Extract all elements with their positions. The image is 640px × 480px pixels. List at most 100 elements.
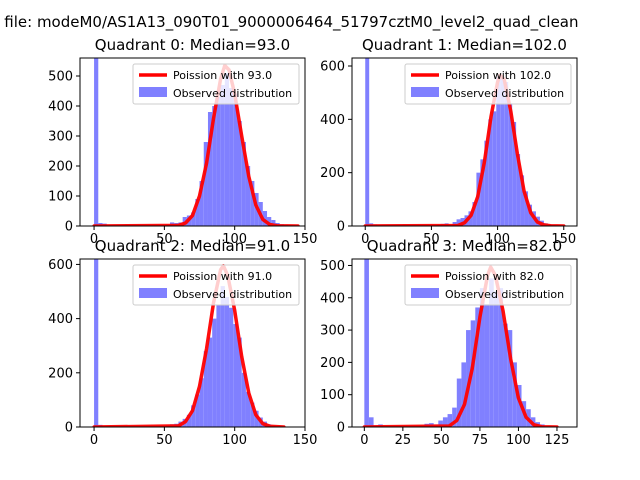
histogram-bar — [203, 142, 208, 226]
histogram-bar — [267, 217, 272, 226]
histogram-bar — [191, 212, 196, 226]
x-tick-label: 100 — [506, 433, 531, 448]
y-tick-label: 600 — [320, 60, 345, 75]
histogram-bar — [229, 88, 234, 226]
axes-frame — [79, 258, 306, 428]
y-tick-label: 100 — [320, 388, 345, 403]
plot-area — [363, 58, 566, 226]
plot-area — [362, 259, 559, 427]
histogram-bar — [484, 304, 490, 427]
histogram-bar — [516, 385, 522, 427]
histogram-bar — [195, 199, 200, 226]
y-tick-label: 100 — [48, 190, 73, 205]
legend-line-label: Poission with 91.0 — [173, 270, 272, 283]
histogram-bar — [195, 394, 200, 427]
y-tick-label: 300 — [48, 130, 73, 145]
histogram-bar — [493, 291, 499, 427]
histogram-bar — [512, 362, 517, 427]
histogram-bar — [220, 286, 225, 427]
histogram-bar — [503, 323, 508, 427]
quadrant-0-chart: 0 50 100 150 0 100 200 300 400 500 Quadrant 0: Med… — [48, 36, 317, 247]
y-tick-label: 0 — [337, 421, 345, 436]
histogram-bar — [470, 320, 476, 427]
histogram-bar — [524, 191, 529, 226]
legend-bar-swatch — [139, 288, 167, 298]
axes-frame — [351, 57, 578, 227]
histogram-bar — [442, 417, 448, 427]
y-tick-label: 0 — [65, 220, 73, 235]
histogram-bar — [365, 58, 370, 226]
y-tick-label: 200 — [48, 366, 73, 381]
x-tick-label: 150 — [551, 232, 576, 247]
histogram-bar — [212, 106, 217, 226]
histogram-bar — [475, 307, 480, 427]
histogram-bar — [203, 351, 208, 427]
legend-line-label: Poission with 82.0 — [445, 270, 544, 283]
histogram-bar — [488, 119, 493, 226]
x-tick-label: 0 — [361, 232, 369, 247]
x-tick-label: 0 — [90, 433, 98, 448]
histogram-bar — [224, 296, 230, 427]
x-tick-label: 25 — [395, 433, 412, 448]
histogram-bar — [456, 219, 461, 226]
histogram-bar — [271, 220, 276, 226]
y-tick-label: 600 — [48, 258, 73, 273]
y-tick-label: 0 — [65, 421, 73, 436]
quadrant-1-chart: 0 50 100 150 0 200 400 600 Quadrant 1: Median=10… — [320, 36, 578, 247]
histogram-bar — [452, 407, 457, 427]
legend-bar-swatch — [411, 87, 439, 97]
histogram-bar — [241, 372, 246, 427]
quadrant-2-chart: 0 50 100 150 0 200 400 600 Quadrant 2: Median=91… — [48, 237, 317, 448]
histogram-bar — [199, 378, 204, 427]
histogram-bar — [504, 82, 509, 226]
x-tick-label: 50 — [156, 433, 173, 448]
histogram-bar — [500, 76, 505, 226]
histogram-bar — [472, 202, 477, 226]
axes-frame — [351, 258, 578, 428]
histogram-bar — [528, 204, 532, 226]
quadrant-3-chart: 0 25 50 75 100 125 0 100 200 300 400 500 Quadrant 3:… — [320, 237, 578, 448]
y-tick-label: 200 — [320, 166, 345, 181]
histogram-bar — [250, 181, 255, 226]
legend-box — [404, 63, 572, 105]
y-tick-label: 400 — [48, 100, 73, 115]
histogram-bar — [480, 159, 485, 226]
legend-bar-label: Observed distribution — [445, 87, 564, 100]
x-tick-label: 125 — [545, 433, 570, 448]
histogram-bar — [241, 142, 246, 226]
histogram-bar — [94, 259, 99, 427]
histogram-bar — [212, 318, 217, 427]
histogram-bar — [216, 305, 221, 427]
axes-frame — [79, 57, 306, 227]
x-tick-label: 0 — [90, 232, 98, 247]
x-tick-label: 100 — [222, 433, 247, 448]
histogram-bar — [191, 405, 196, 427]
legend-bar-label: Observed distribution — [445, 288, 564, 301]
x-tick-label: 50 — [156, 232, 173, 247]
histogram-bar — [207, 112, 213, 226]
histogram-bar — [507, 330, 513, 427]
histogram-bar — [233, 94, 238, 226]
y-tick-label: 200 — [48, 160, 73, 175]
histogram-bar — [438, 420, 443, 427]
histogram-bar — [447, 414, 453, 427]
legend-box — [404, 264, 572, 306]
legend-bar-swatch — [411, 288, 439, 298]
histogram-bar — [207, 337, 213, 427]
histogram-bar — [254, 410, 259, 427]
histogram-bar — [508, 103, 513, 226]
histogram-bar — [245, 391, 251, 427]
legend-box — [132, 264, 300, 306]
histogram-bar — [484, 140, 489, 226]
x-tick-label: 75 — [472, 433, 489, 448]
histogram-bar — [229, 307, 234, 427]
histogram-bar — [516, 154, 521, 226]
y-tick-label: 500 — [320, 259, 345, 274]
histogram-bar — [479, 288, 485, 427]
histogram-bar — [364, 259, 369, 427]
histogram-bar — [199, 181, 204, 226]
legend-box — [132, 63, 300, 105]
histogram-bar — [461, 362, 467, 427]
chart-title: Quadrant 1: Median=102.0 — [362, 36, 567, 54]
